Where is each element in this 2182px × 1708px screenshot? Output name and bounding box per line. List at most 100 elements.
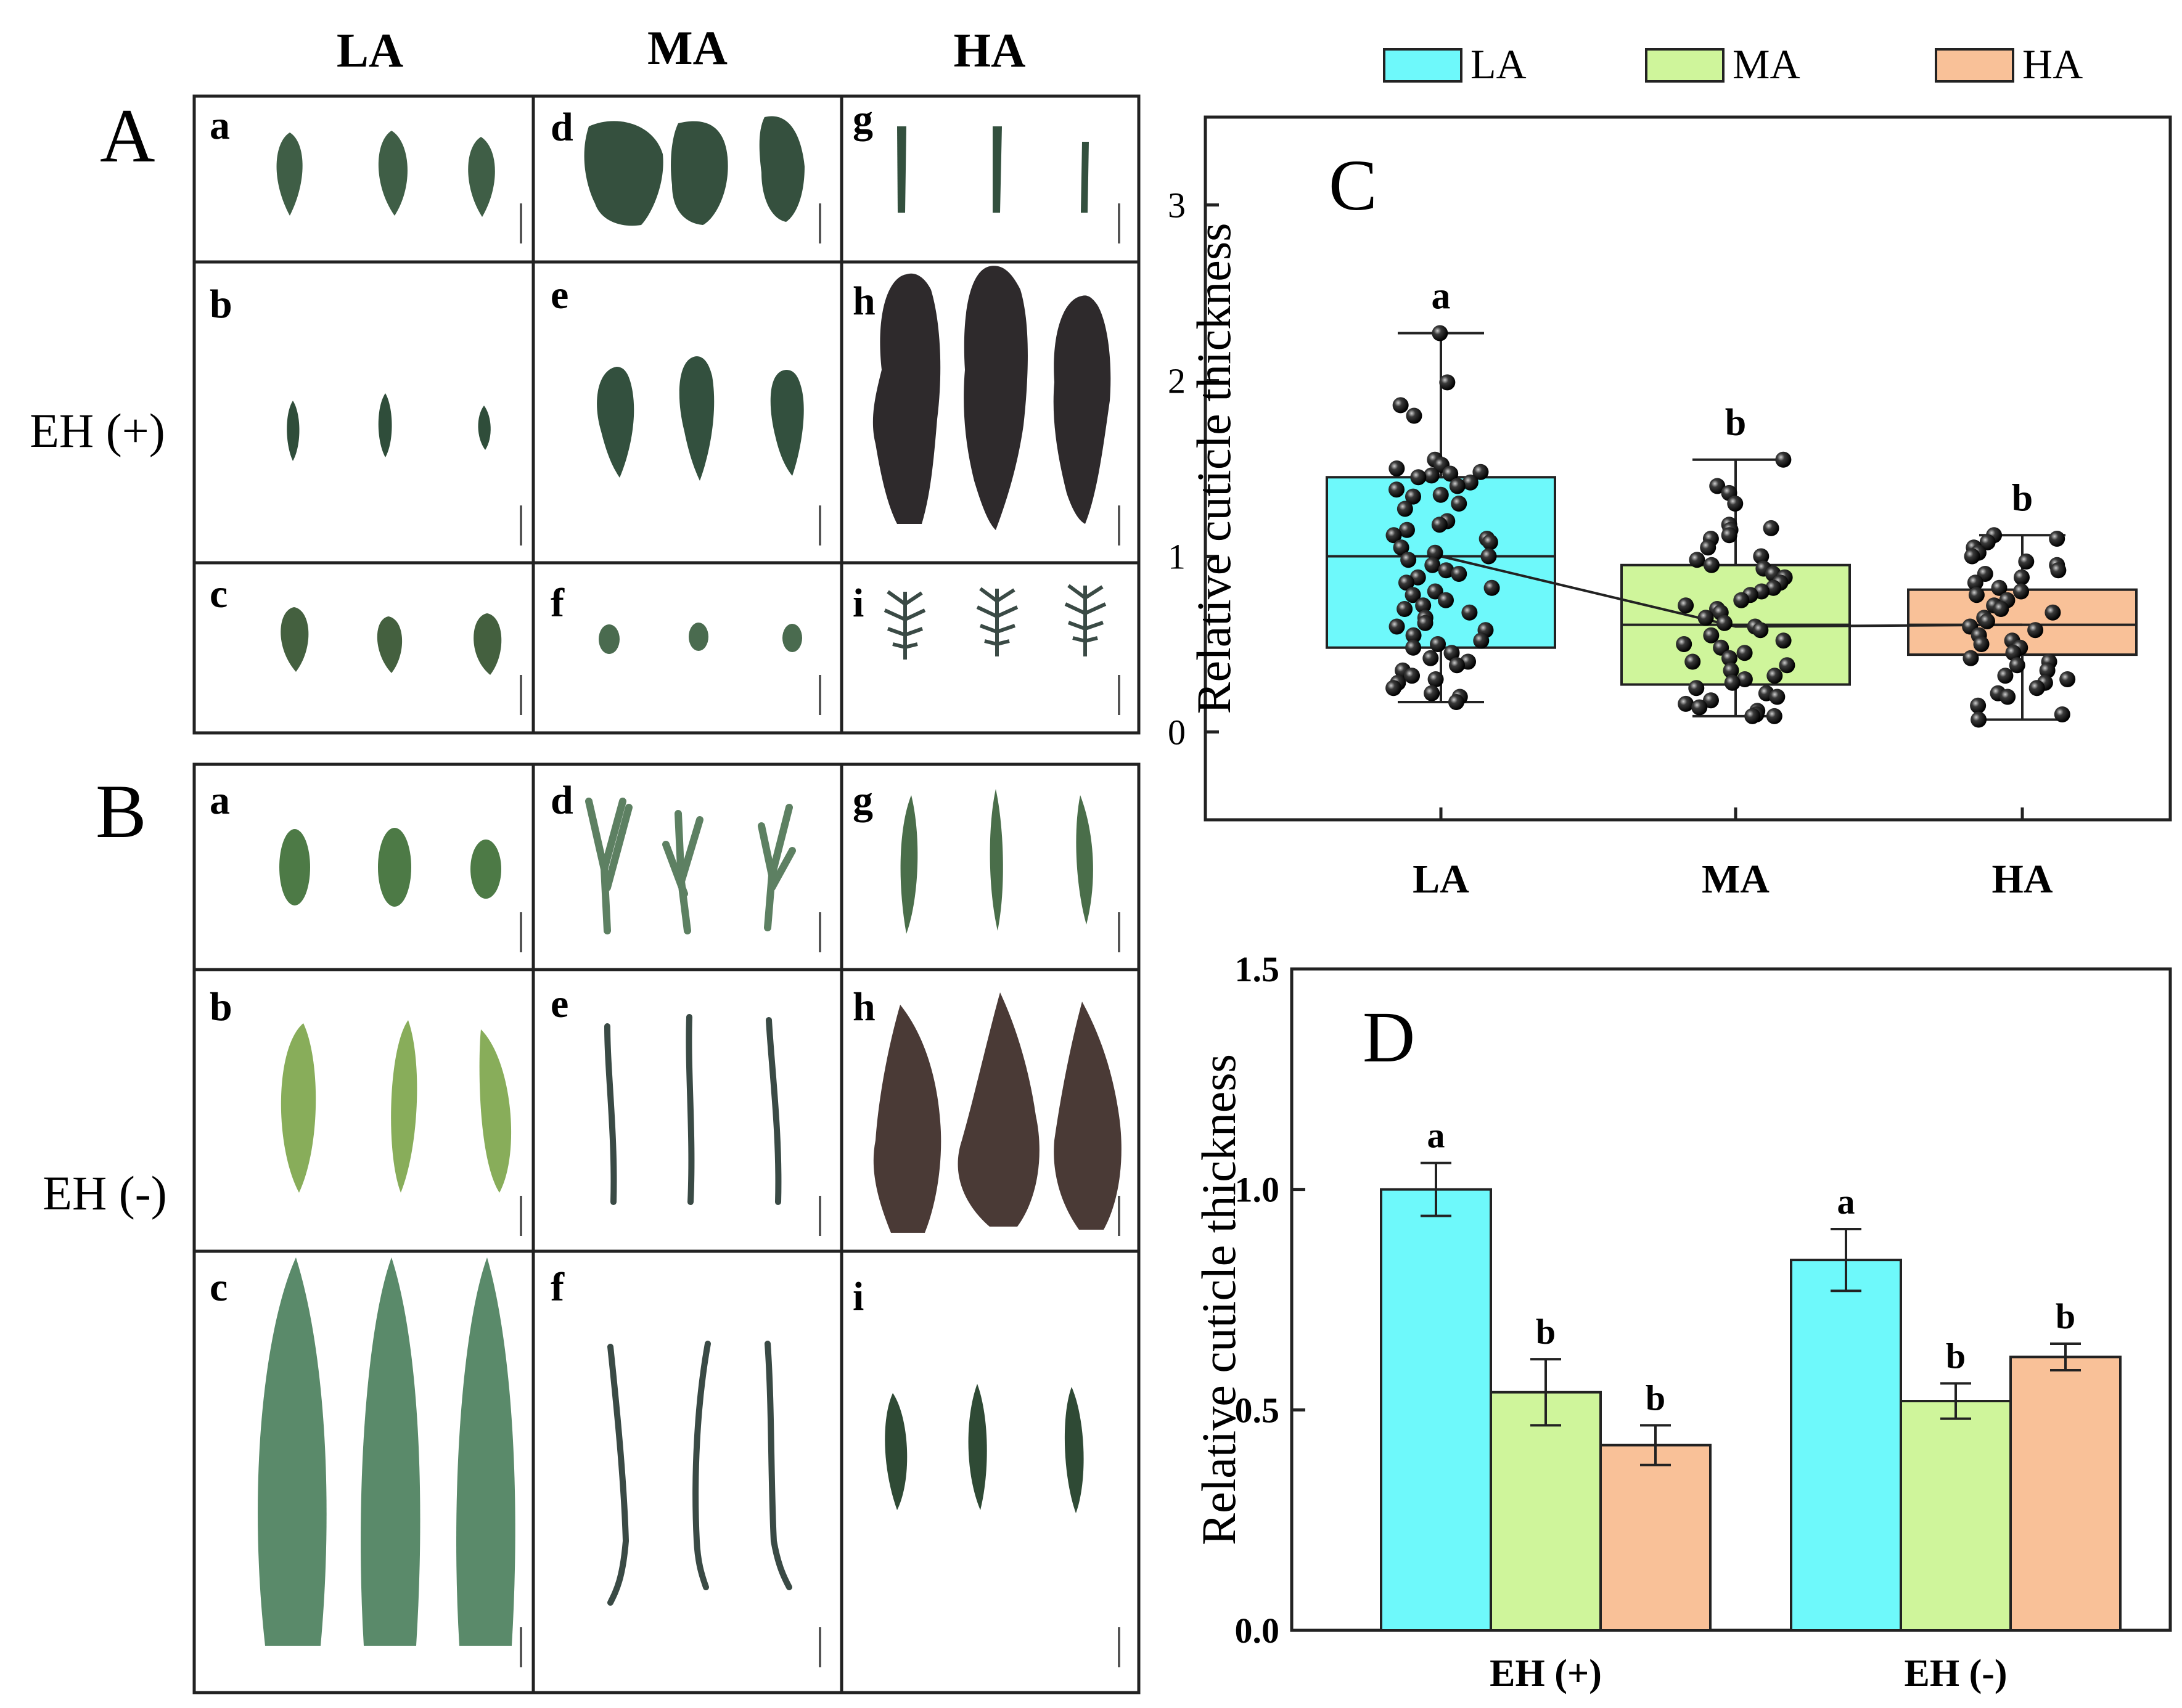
chart-c-point: [1473, 632, 1490, 649]
legend-swatch-la: [1383, 48, 1462, 83]
chart-c-point: [1700, 539, 1716, 556]
chart-c-point: [1437, 592, 1454, 608]
chart-c-point: [1997, 668, 2014, 684]
chart-c-point: [1427, 544, 1443, 561]
chart-c-significance-label: b: [2012, 477, 2033, 519]
cell-label: i: [853, 1274, 864, 1319]
panel-b-frame: [192, 762, 1141, 1694]
cell-label: b: [210, 282, 232, 327]
chart-c-point: [1979, 613, 1995, 629]
chart-c-point: [1424, 685, 1440, 701]
chart-c-point: [2045, 604, 2061, 621]
chart-c-point: [1415, 597, 1432, 614]
leaf-group-a-i: [884, 584, 1107, 660]
chart-c-point: [1676, 636, 1692, 652]
legend-label-la: LA: [1470, 41, 1527, 88]
column-header-ha: HA: [954, 23, 1026, 77]
chart-c-point: [1721, 527, 1737, 544]
chart-d-ytick-label: 1.0: [1235, 1170, 1280, 1210]
chart-d-bar-ma: [1900, 1400, 2012, 1632]
chart-c-point: [2050, 562, 2067, 579]
chart-c-point: [1736, 645, 1753, 661]
chart-c-point: [1703, 557, 1720, 573]
chart-c-point: [2028, 680, 2045, 697]
chart-d-panel-label: D: [1363, 997, 1415, 1077]
chart-c-point: [2005, 645, 2022, 661]
chart-c-point: [1451, 566, 1467, 582]
cell-label: e: [551, 981, 568, 1026]
chart-c-point: [1397, 501, 1413, 517]
cell-label: d: [551, 778, 573, 823]
chart-d-bar-ha: [2009, 1355, 2122, 1632]
chart-c-point: [1480, 548, 1497, 565]
chart-c-mean-line: [1440, 555, 2023, 628]
chart-c-point: [1424, 557, 1441, 573]
chart-c-point: [1462, 474, 1479, 491]
chart-c-point: [1744, 708, 1761, 724]
chart-c-point: [1709, 478, 1726, 494]
chart-c-point: [1723, 662, 1739, 679]
leaf-group-a-e: [597, 356, 804, 481]
chart-c-point: [1405, 627, 1422, 644]
chart-c-point: [1993, 601, 2009, 617]
chart-c-point: [1448, 657, 1465, 674]
chart-c-significance-label: a: [1432, 276, 1451, 317]
cell-label: f: [551, 581, 565, 626]
chart-d-bar-ma: [1490, 1391, 1602, 1632]
chart-c-point: [1724, 674, 1741, 691]
chart-d-barchart: D 0.0 0.5 1.0 1.5 Relative cuticle thickness E…: [1192, 949, 2172, 1694]
chart-c-point: [1423, 467, 1440, 484]
leaf-group-b-f: [607, 1341, 792, 1606]
chart-d-ytick-label: 0.0: [1235, 1611, 1280, 1651]
chart-c-point: [1404, 668, 1421, 684]
chart-c-point: [1405, 587, 1421, 603]
chart-c-ylabel: Relative cuticle thickness: [1187, 223, 1241, 714]
legend-label-ma: MA: [1733, 41, 1800, 88]
chart-c-point: [2049, 531, 2065, 547]
chart-c-point: [1691, 699, 1708, 716]
chart-d-significance-label: a: [1427, 1116, 1445, 1156]
chart-c-point: [1703, 627, 1720, 644]
chart-c-point: [1388, 618, 1405, 635]
chart-c-point: [1716, 615, 1733, 631]
leaf-group-a-g: [897, 126, 1089, 213]
chart-c-point: [1430, 636, 1446, 652]
cell-label: i: [853, 581, 864, 626]
chart-c-point: [1775, 451, 1792, 468]
cell-label: c: [210, 1265, 228, 1310]
cell-label: g: [853, 97, 873, 142]
chart-c-point: [1385, 680, 1402, 697]
chart-c-point: [1991, 579, 2008, 596]
chart-c-point: [1443, 645, 1460, 661]
chart-c-point: [1967, 574, 1983, 591]
leaf-group-b-d: [585, 798, 796, 934]
chart-d-significance-label: b: [1946, 1336, 1966, 1376]
cell-label: a: [210, 103, 230, 148]
chart-c-point: [1432, 325, 1448, 341]
chart-c-point: [1393, 539, 1409, 556]
chart-c-point: [1432, 486, 1449, 503]
panel-label-b: B: [96, 769, 147, 854]
chart-c-point: [1973, 636, 1990, 652]
chart-c-point: [2009, 657, 2025, 674]
chart-c-point: [1448, 694, 1464, 711]
chart-c-point: [1970, 697, 1987, 714]
chart-c-point: [2059, 671, 2076, 687]
chart-d-xtick-label: EH (-): [1904, 1653, 2007, 1694]
chart-c-xtick-label: MA: [1702, 857, 1770, 902]
chart-c-legend: LA MA HA: [1383, 41, 2083, 88]
chart-c-point: [1417, 615, 1433, 631]
chart-c-point: [1472, 464, 1489, 480]
cell-label: a: [210, 778, 230, 823]
leaf-group-b-i: [885, 1384, 1084, 1513]
chart-c-point: [1422, 650, 1439, 666]
chart-c-point: [1763, 520, 1779, 536]
cell-label: h: [853, 984, 876, 1029]
chart-c-point: [1398, 521, 1415, 538]
cell-label: c: [210, 571, 228, 616]
chart-c-point: [2013, 583, 2030, 600]
chart-c-point: [1678, 695, 1694, 712]
legend-swatch-ha: [1935, 48, 2014, 83]
chart-c-point: [1727, 496, 1744, 512]
chart-c-point: [1410, 469, 1427, 486]
